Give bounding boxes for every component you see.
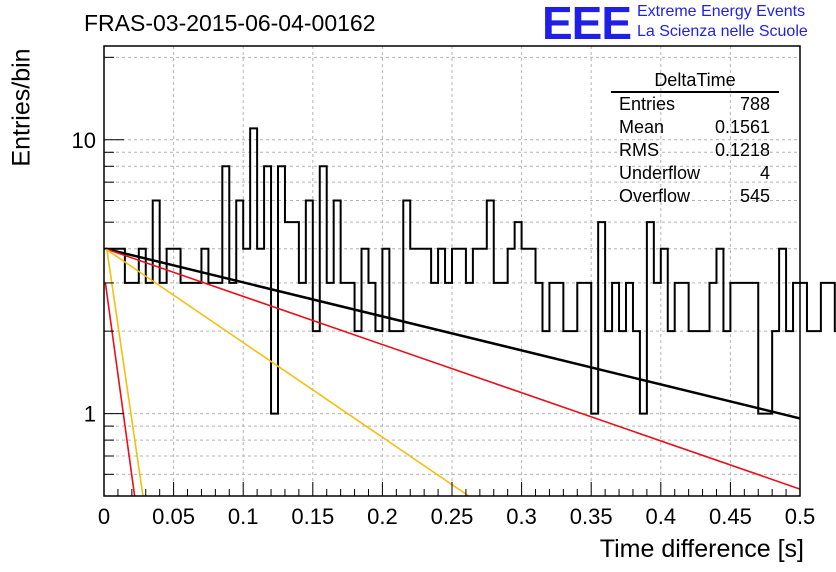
stats-row-entries: Entries 788 xyxy=(611,93,779,116)
histogram xyxy=(104,127,836,415)
x-tick-label: 0.45 xyxy=(709,504,752,529)
tick-labels: 0 0.05 0.1 0.15 0.2 0.25 0.3 0.35 0.4 0.45 0.5 1 10 xyxy=(72,128,816,529)
x-tick-label: 0.15 xyxy=(291,504,334,529)
fit-line xyxy=(105,248,144,497)
x-tick-label: 0.5 xyxy=(785,504,816,529)
x-tick-label: 0.3 xyxy=(506,504,537,529)
stats-value: 0.1561 xyxy=(714,117,770,137)
stats-box: DeltaTime Entries 788 Mean 0.1561 RMS 0.… xyxy=(611,70,779,208)
y-tick-label: 10 xyxy=(72,128,96,153)
histogram-outline xyxy=(104,127,836,415)
stats-label: Overflow xyxy=(619,186,691,206)
y-axis-label: Entries/bin xyxy=(7,48,36,167)
logo-line-2: La Scienza nelle Scuole xyxy=(637,23,808,40)
axis-ticks xyxy=(103,56,801,496)
fit-lines xyxy=(104,247,801,497)
x-tick-label: 0.2 xyxy=(367,504,398,529)
x-tick-label: 0.35 xyxy=(570,504,613,529)
stats-label: RMS xyxy=(619,140,659,160)
stats-value: 0.1218 xyxy=(714,140,770,160)
fit-line xyxy=(105,247,801,420)
stats-box-title: DeltaTime xyxy=(611,70,779,93)
stats-label: Mean xyxy=(619,117,665,137)
fit-line xyxy=(104,248,470,497)
x-tick-label: 0 xyxy=(98,504,110,529)
stats-value: 788 xyxy=(739,94,770,114)
eee-logo: EEE xyxy=(542,0,632,49)
stats-value: 545 xyxy=(739,186,770,206)
stats-row-overflow: Overflow 545 xyxy=(611,185,779,208)
stats-row-mean: Mean 0.1561 xyxy=(611,116,779,139)
x-tick-label: 0.1 xyxy=(228,504,259,529)
x-tick-label: 0.4 xyxy=(646,504,677,529)
x-tick-label: 0.25 xyxy=(431,504,474,529)
x-tick-label: 0.05 xyxy=(152,504,195,529)
x-axis-label: Time difference [s] xyxy=(599,535,804,563)
fit-line xyxy=(104,282,136,497)
stats-row-underflow: Underflow 4 xyxy=(611,162,779,185)
stats-value: 4 xyxy=(759,163,770,183)
y-tick-label: 1 xyxy=(84,402,96,427)
fit-line xyxy=(105,247,801,490)
stats-row-rms: RMS 0.1218 xyxy=(611,139,779,162)
stats-label: Entries xyxy=(619,94,676,114)
chart-title: FRAS-03-2015-06-04-00162 xyxy=(84,10,376,36)
logo-line-1: Extreme Energy Events xyxy=(637,3,806,20)
stats-label: Underflow xyxy=(619,163,701,183)
